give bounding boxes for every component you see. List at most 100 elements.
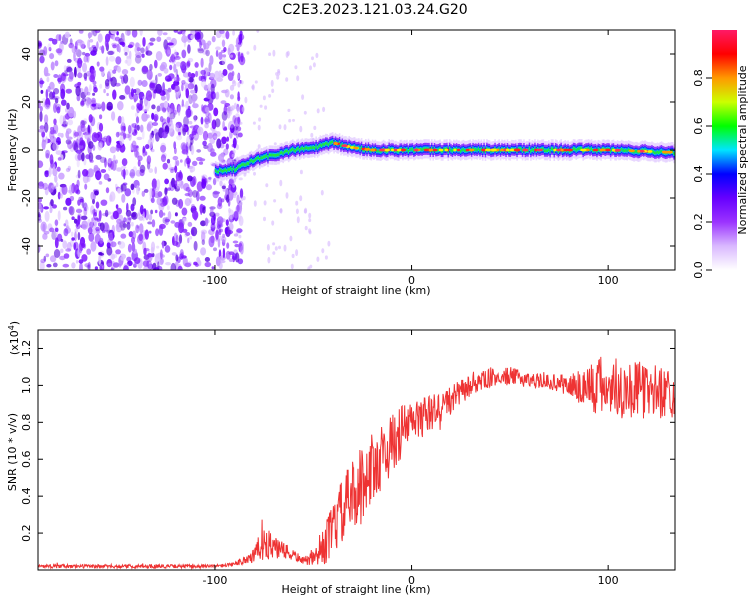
spectrogram-noise-dot xyxy=(166,91,170,102)
spectrogram-noise-dot xyxy=(225,219,229,227)
spectrogram-noise-dot xyxy=(160,202,166,208)
spectrogram-signal-cell xyxy=(459,149,462,153)
spectrogram-noise-dot xyxy=(186,135,191,147)
spectrogram-noise-dot xyxy=(161,240,165,249)
spectrogram-noise-dot xyxy=(181,31,186,36)
spectrogram-noise-dot xyxy=(135,150,140,158)
spectrogram-noise-dot xyxy=(278,124,282,130)
spectrogram-noise-dot xyxy=(76,39,83,44)
spectrogram-noise-dot xyxy=(219,30,225,34)
y-tick-label: 1.2 xyxy=(20,340,33,358)
spectrogram-noise-dot xyxy=(147,253,153,258)
spectrogram-noise-dot xyxy=(313,125,317,130)
spectrogram-noise-dot xyxy=(170,54,176,63)
spectrogram-noise-dot xyxy=(240,52,244,63)
spectrogram-noise-dot xyxy=(90,241,97,252)
spectrogram-noise-dot xyxy=(115,56,122,65)
spectrogram-noise-dot xyxy=(152,90,156,99)
spectrogram-noise-dot xyxy=(87,32,93,38)
spectrogram-noise-dot xyxy=(44,104,51,109)
spectrogram-noise-dot xyxy=(228,222,234,231)
spectrogram-noise-dot xyxy=(46,76,50,83)
spectrogram-signal-cell xyxy=(360,146,363,149)
spectrogram-noise-dot xyxy=(52,38,58,45)
spectrogram-noise-dot xyxy=(106,92,109,97)
spectrogram-noise-dot xyxy=(253,200,257,207)
spectrogram-noise-dot xyxy=(205,106,210,113)
spectrogram-noise-dot xyxy=(66,102,70,110)
spectrogram-noise-dot xyxy=(179,170,182,180)
spectrogram-signal-cell xyxy=(625,149,627,152)
spectrogram-noise-dot xyxy=(149,80,156,90)
spectrogram-signal-cell xyxy=(338,141,341,145)
spectrogram-noise-dot xyxy=(133,98,137,103)
spectrogram-noise-dot xyxy=(213,107,219,117)
spectrogram-noise-dot xyxy=(57,77,63,83)
spectrogram-noise-dot xyxy=(113,253,118,258)
spectrogram-noise-dot xyxy=(177,105,181,116)
spectrogram-noise-dot xyxy=(145,50,153,56)
spectrogram-ylabel: Frequency (Hz) xyxy=(6,109,19,192)
x-tick-label: 0 xyxy=(408,274,415,287)
spectrogram-noise-dot xyxy=(167,87,172,93)
spectrogram-noise-dot xyxy=(77,231,81,241)
spectrogram-noise-dot xyxy=(228,183,232,191)
y-tick-label: 1.0 xyxy=(20,377,33,395)
spectrogram-signal-cell xyxy=(498,147,500,151)
spectrogram-noise-dot xyxy=(43,46,48,56)
spectrogram-noise-dot xyxy=(61,99,67,106)
spectrogram-noise-dot xyxy=(118,241,126,249)
spectrogram-noise-dot xyxy=(289,235,293,242)
spectrogram-noise-dot xyxy=(52,167,58,177)
spectrogram-noise-dot xyxy=(233,117,241,128)
spectrogram-noise-dot xyxy=(150,209,154,215)
spectrogram-noise-dot xyxy=(321,248,325,254)
spectrogram-noise-dot xyxy=(49,53,55,60)
spectrogram-noise-dot xyxy=(43,206,49,210)
spectrogram-signal-cell xyxy=(285,149,287,153)
spectrogram-noise-dot xyxy=(166,116,171,124)
spectrogram-noise-dot xyxy=(150,197,155,204)
spectrogram-noise-dot xyxy=(236,106,240,114)
spectrogram-signal-cell xyxy=(422,147,425,151)
spectrogram-noise-dot xyxy=(92,198,95,205)
spectrogram-noise-dot xyxy=(239,188,244,199)
spectrogram-noise-dot xyxy=(88,152,94,162)
spectrogram-signal-cell xyxy=(341,143,344,146)
spectrogram-noise-dot xyxy=(57,132,62,137)
spectrogram-noise-dot xyxy=(108,33,111,40)
spectrogram-noise-dot xyxy=(202,140,207,146)
spectrogram-noise-dot xyxy=(176,135,183,141)
spectrogram-signal-cell xyxy=(532,149,535,152)
spectrogram-noise-dot xyxy=(39,260,45,270)
spectrogram-noise-dot xyxy=(151,130,155,138)
spectrogram-noise-dot xyxy=(232,240,239,244)
spectrogram-noise-dot xyxy=(299,169,303,175)
spectrogram-signal-cell xyxy=(378,149,381,153)
spectrogram-signal-cell xyxy=(223,169,225,172)
spectrogram-noise-dot xyxy=(163,100,169,109)
spectrogram-noise-dot xyxy=(48,182,54,193)
spectrogram-peak xyxy=(515,148,521,152)
spectrogram-noise-dot xyxy=(45,153,50,159)
spectrogram-noise-dot xyxy=(68,206,73,215)
spectrogram-signal-cell xyxy=(413,149,415,153)
spectrogram-noise-dot xyxy=(169,167,176,171)
spectrogram-noise-dot xyxy=(178,234,183,244)
spectrogram-signal-cell xyxy=(224,168,227,172)
spectrogram-noise-dot xyxy=(170,168,174,173)
spectrogram-signal-cell xyxy=(461,148,463,152)
snr-frame xyxy=(37,329,676,571)
spectrogram-noise-dot xyxy=(49,227,55,233)
spectrogram-noise-dot xyxy=(144,229,149,240)
spectrogram-noise-dot xyxy=(131,221,134,227)
spectrogram-noise-dot xyxy=(162,82,166,92)
spectrogram-peak xyxy=(556,148,561,152)
spectrogram-noise-dot xyxy=(59,193,63,199)
spectrogram-noise-dot xyxy=(176,184,181,189)
spectrogram-noise-dot xyxy=(74,228,79,233)
spectrogram-noise-dot xyxy=(309,65,312,71)
spectrogram-noise-dot xyxy=(181,144,187,154)
spectrogram-signal-cell xyxy=(626,149,628,153)
spectrogram-signal-cell xyxy=(217,170,220,174)
